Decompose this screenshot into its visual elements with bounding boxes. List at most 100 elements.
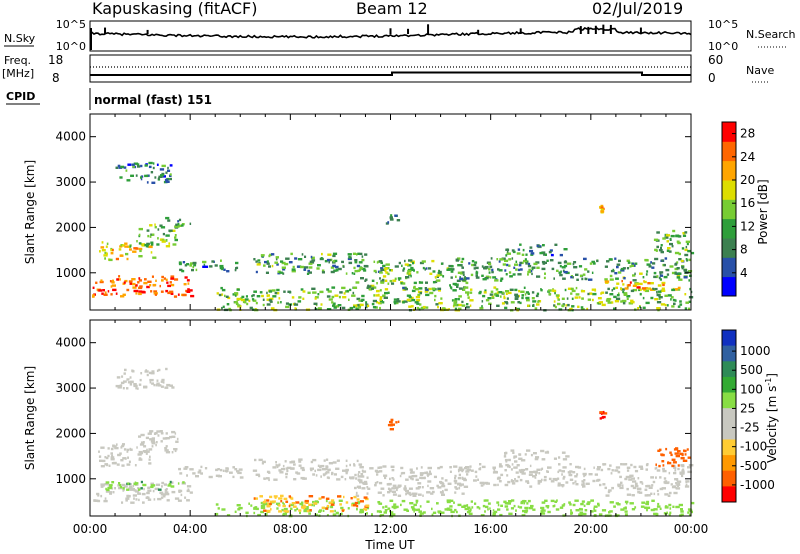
- scatter-cell: [258, 474, 261, 478]
- scatter-cell: [616, 265, 619, 269]
- scatter-cell: [449, 505, 453, 508]
- scatter-cell: [382, 264, 386, 268]
- scatter-cell: [366, 476, 369, 479]
- scatter-cell: [567, 287, 573, 290]
- scatter-cell: [109, 492, 112, 495]
- scatter-cell: [99, 459, 103, 462]
- scatter-cell: [161, 485, 163, 488]
- scatter-cell: [575, 293, 580, 296]
- scatter-cell: [160, 385, 164, 388]
- scatter-cell: [667, 494, 671, 497]
- scatter-cell: [666, 304, 669, 307]
- scatter-cell: [411, 475, 414, 478]
- scatter-cell: [397, 494, 402, 497]
- scatter-cell: [151, 437, 155, 440]
- scatter-cell: [631, 494, 635, 497]
- scatter-cell: [232, 466, 235, 469]
- scatter-cell: [134, 481, 137, 484]
- scatter-cell: [149, 438, 154, 441]
- velocity-region: [93, 481, 193, 504]
- scatter-cell: [100, 279, 103, 282]
- scatter-cell: [429, 272, 433, 275]
- scatter-cell: [275, 461, 277, 464]
- scatter-cell: [642, 276, 645, 279]
- scatter-cell: [253, 511, 256, 515]
- scatter-cell: [474, 470, 478, 474]
- scatter-cell: [372, 306, 377, 309]
- scatter-cell: [294, 509, 297, 512]
- scatter-cell: [669, 511, 672, 514]
- scatter-cell: [166, 499, 170, 502]
- colorbar-tick-label: 20: [740, 173, 755, 187]
- scatter-cell: [373, 260, 376, 263]
- scatter-cell: [124, 242, 128, 245]
- scatter-cell: [515, 260, 518, 263]
- scatter-cell: [158, 175, 163, 178]
- scatter-cell: [184, 264, 188, 267]
- scatter-cell: [646, 494, 651, 497]
- scatter-cell: [684, 307, 688, 310]
- scatter-cell: [179, 472, 183, 475]
- scatter-cell: [457, 298, 460, 301]
- scatter-cell: [326, 258, 330, 262]
- scatter-cell: [634, 484, 639, 488]
- scatter-cell: [296, 507, 299, 511]
- scatter-cell: [306, 506, 309, 509]
- scatter-cell: [356, 304, 361, 307]
- scatter-cell: [325, 507, 329, 510]
- scatter-cell: [170, 485, 175, 488]
- scatter-cell: [330, 266, 335, 269]
- scatter-cell: [375, 294, 380, 297]
- freq-label: Freq.: [4, 54, 31, 67]
- scatter-cell: [570, 509, 572, 512]
- scatter-cell: [146, 245, 149, 248]
- velocity-region: [655, 447, 691, 468]
- scatter-cell: [225, 467, 229, 470]
- scatter-cell: [101, 249, 106, 252]
- scatter-cell: [469, 465, 472, 468]
- scatter-cell: [530, 453, 533, 457]
- power-region: [165, 216, 192, 227]
- scatter-cell: [152, 256, 157, 259]
- scatter-cell: [262, 460, 266, 464]
- scatter-cell: [356, 485, 361, 488]
- scatter-cell: [531, 291, 535, 294]
- scatter-cell: [136, 163, 140, 166]
- scatter-cell: [525, 468, 527, 471]
- scatter-cell: [236, 297, 241, 301]
- scatter-cell: [506, 297, 509, 300]
- scatter-cell: [419, 473, 424, 476]
- scatter-cell: [354, 501, 358, 505]
- scatter-cell: [190, 262, 193, 265]
- scatter-cell: [396, 219, 401, 222]
- scatter-cell: [373, 294, 375, 297]
- scatter-cell: [653, 238, 659, 241]
- scatter-cell: [481, 300, 484, 303]
- scatter-cell: [423, 305, 426, 309]
- scatter-cell: [374, 481, 377, 485]
- scatter-cell: [504, 505, 509, 508]
- scatter-cell: [561, 504, 565, 507]
- scatter-cell: [429, 487, 435, 490]
- scatter-cell: [387, 291, 390, 294]
- scatter-cell: [413, 510, 415, 513]
- scatter-cell: [141, 492, 146, 496]
- scatter-cell: [410, 305, 414, 308]
- scatter-cell: [266, 505, 271, 508]
- scatter-cell: [612, 287, 616, 290]
- scatter-cell: [167, 484, 172, 487]
- scatter-cell: [529, 249, 534, 253]
- scatter-cell: [597, 466, 601, 469]
- scatter-cell: [169, 384, 173, 387]
- scatter-cell: [291, 296, 295, 299]
- scatter-cell: [554, 291, 556, 295]
- scatter-cell: [678, 503, 683, 507]
- scatter-cell: [122, 488, 125, 491]
- scatter-cell: [492, 471, 498, 474]
- scatter-cell: [266, 291, 268, 295]
- colorbar-tick-label: 500: [740, 363, 763, 377]
- scatter-cell: [466, 293, 470, 296]
- scatter-cell: [562, 303, 565, 306]
- scatter-cell: [164, 386, 169, 389]
- scatter-cell: [330, 505, 333, 508]
